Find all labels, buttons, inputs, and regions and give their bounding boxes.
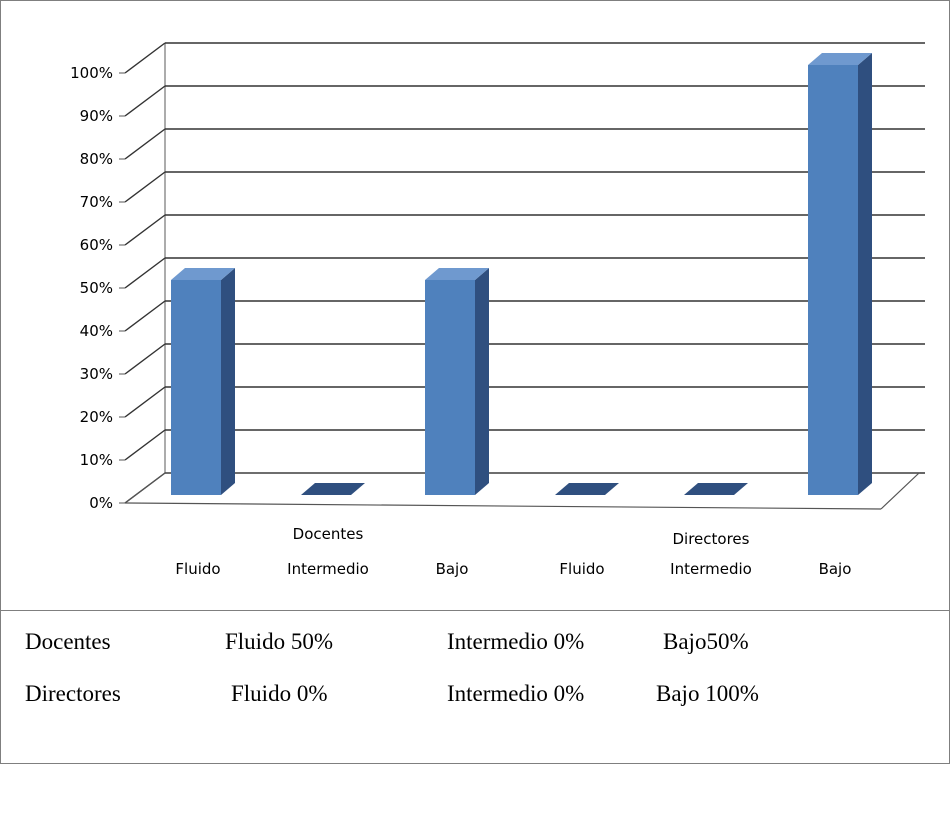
y-tick-label: 20%	[80, 408, 113, 426]
bar-top	[684, 483, 748, 495]
bar-top	[808, 53, 872, 65]
summary-bajo-directores: Bajo 100%	[656, 681, 759, 706]
y-tick-label: 40%	[80, 322, 113, 340]
grid-diagonal	[124, 343, 166, 375]
y-tick-label: 90%	[80, 107, 113, 125]
grid-diagonal	[124, 300, 166, 332]
summary-intermedio-docentes: Intermedio 0%	[447, 629, 585, 654]
grid-diagonal	[124, 386, 166, 418]
bar-side	[858, 53, 872, 495]
figure-frame: 0% 10% 20% 30% 40% 50% 60% 70% 80% 90% 100% Fluido…	[0, 0, 950, 764]
summary-row-docentes: Docentes Fluido 50% Intermedio 0% Bajo50…	[25, 629, 749, 785]
bar-top	[555, 483, 619, 495]
bar-side	[475, 268, 489, 495]
grid-diagonal	[124, 171, 166, 203]
group-label: Directores	[673, 530, 750, 548]
y-tick-label: 80%	[80, 150, 113, 168]
category-label: Fluido	[559, 560, 604, 578]
summary-intermedio-directores: Intermedio 0%	[447, 681, 585, 706]
y-tick-label: 100%	[70, 64, 113, 82]
summary-fluido-docentes: Fluido 50%	[225, 629, 333, 654]
summary-row-directores: Directores Fluido 0% Intermedio 0% Bajo …	[25, 681, 759, 837]
summary-bajo-docentes: Bajo50%	[663, 629, 749, 654]
y-tick-label: 50%	[80, 279, 113, 297]
bar-top	[425, 268, 489, 280]
x-axis-line	[124, 502, 882, 510]
bar-top	[301, 483, 365, 495]
chart-floor	[124, 472, 921, 510]
chart-panel: 0% 10% 20% 30% 40% 50% 60% 70% 80% 90% 100% Fluido…	[1, 1, 950, 611]
y-tick-label: 70%	[80, 193, 113, 211]
group-label: Docentes	[293, 525, 364, 543]
summary-group-directores: Directores	[25, 681, 121, 706]
bar	[171, 280, 221, 495]
bar	[425, 280, 475, 495]
summary-group-docentes: Docentes	[25, 629, 111, 654]
bar-chart: 0% 10% 20% 30% 40% 50% 60% 70% 80% 90% 100% Fluido…	[70, 42, 925, 578]
category-label: Bajo	[819, 560, 852, 578]
summary-fluido-directores: Fluido 0%	[231, 681, 328, 706]
category-label: Bajo	[436, 560, 469, 578]
grid-diagonal	[124, 42, 166, 74]
category-label: Intermedio	[287, 560, 369, 578]
grid-diagonal	[124, 214, 166, 246]
y-tick-label: 60%	[80, 236, 113, 254]
grid-diagonal	[124, 85, 166, 117]
grid-diagonal	[124, 257, 166, 289]
y-tick-label: 30%	[80, 365, 113, 383]
y-tick-label: 0%	[89, 494, 113, 512]
bar-top	[171, 268, 235, 280]
category-label: Fluido	[175, 560, 220, 578]
bar-side	[221, 268, 235, 495]
y-tick-label: 10%	[80, 451, 113, 469]
bar	[808, 65, 858, 495]
grid-diagonal	[124, 429, 166, 461]
grid-diagonal	[124, 128, 166, 160]
category-label: Intermedio	[670, 560, 752, 578]
